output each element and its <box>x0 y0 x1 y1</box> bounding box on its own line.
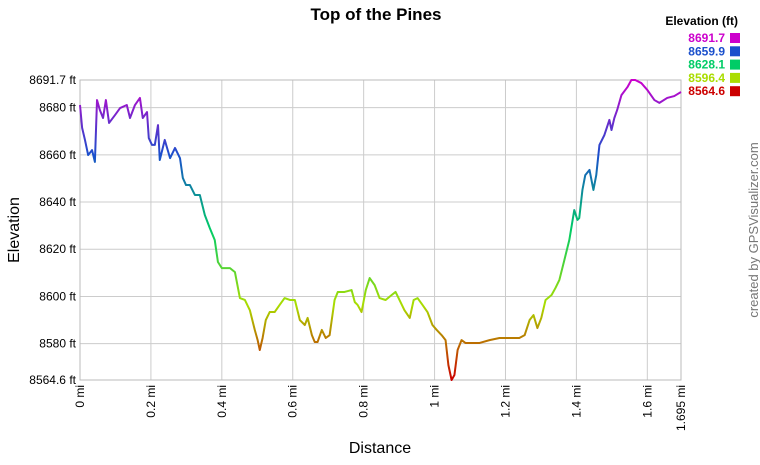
x-tick-label: 0.4 mi <box>215 385 229 418</box>
x-tick-label: 0.6 mi <box>286 385 300 418</box>
y-tick-label: 8691.7 ft <box>29 73 76 87</box>
x-tick-label: 0.2 mi <box>144 385 158 418</box>
y-tick-label: 8564.6 ft <box>29 373 76 387</box>
x-tick-label: 0.8 mi <box>357 385 371 418</box>
x-tick-label: 1.695 mi <box>674 385 688 431</box>
legend-label: 8628.1 <box>688 58 725 72</box>
x-tick-label: 1.4 mi <box>569 385 583 418</box>
plot-border <box>79 79 682 381</box>
x-tick-label: 0 mi <box>73 385 87 408</box>
x-tick-label: 1.2 mi <box>498 385 512 418</box>
y-tick-label: 8600 ft <box>39 289 76 303</box>
legend-swatch <box>730 72 740 83</box>
legend-label: 8564.6 <box>688 84 725 98</box>
legend-label: 8596.4 <box>688 71 725 85</box>
chart-title: Top of the Pines <box>311 5 442 24</box>
y-axis-label: Elevation <box>6 197 23 263</box>
credit: created by GPSVisualizer.com <box>746 142 760 317</box>
legend-label: 8659.9 <box>688 44 725 58</box>
y-tick-label: 8640 ft <box>39 195 76 209</box>
x-tick-label: 1.6 mi <box>640 385 654 418</box>
legend-label: 8691.7 <box>688 31 725 45</box>
legend-title: Elevation (ft) <box>665 14 738 28</box>
elevation-line <box>79 79 682 381</box>
legend-swatch <box>730 59 740 70</box>
legend-swatch <box>730 86 740 97</box>
y-tick-label: 8580 ft <box>39 337 76 351</box>
y-tick-label: 8680 ft <box>39 101 76 115</box>
y-tick-label: 8620 ft <box>39 242 76 256</box>
x-tick-label: 1 mi <box>428 385 442 408</box>
legend-swatch <box>730 33 740 43</box>
x-axis-label: Distance <box>349 440 411 457</box>
y-tick-label: 8660 ft <box>39 148 76 162</box>
legend-swatch <box>730 46 740 57</box>
